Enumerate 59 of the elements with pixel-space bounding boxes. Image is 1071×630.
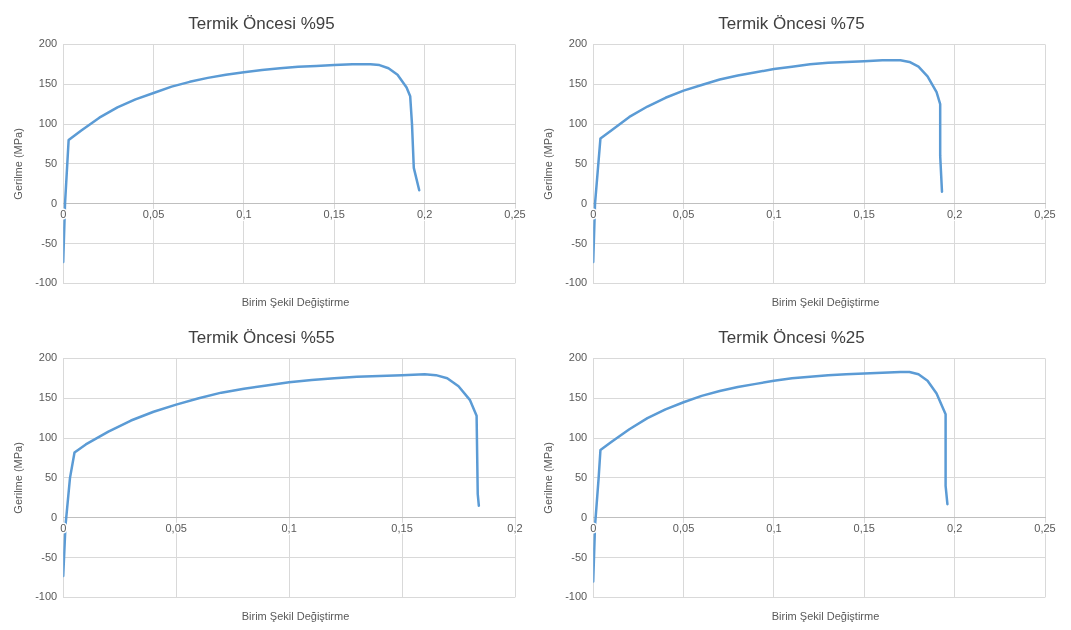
y-tick-label: 200 [38,37,58,50]
x-tick-label: 0,1 [766,208,782,221]
y-tick-label: 50 [574,156,588,169]
y-tick-label: -50 [571,236,588,249]
y-tick-label: 100 [38,117,58,130]
x-tick-label: 0,05 [672,522,695,535]
y-tick-label: 100 [38,431,58,444]
chart-title: Termik Öncesi %75 [718,13,865,33]
y-tick-label: 0 [51,196,58,209]
y-tick-label: 100 [568,117,588,130]
y-tick-label: -100 [565,276,588,289]
y-tick-label: 150 [38,77,58,90]
y-tick-label: 50 [44,470,58,483]
y-tick-label: 200 [38,351,58,364]
y-tick-label: -100 [565,590,588,603]
y-axis-title: Gerilme (MPa) [11,128,24,200]
chart-title: Termik Öncesi %95 [188,13,335,33]
y-tick-label: 150 [38,391,58,404]
x-axis-title: Birim Şekil Değiştirme [240,296,351,308]
y-tick-label: 150 [568,77,588,90]
x-axis-title: Birim Şekil Değiştirme [770,296,881,308]
x-tick-label: 0,15 [853,208,875,221]
y-axis-title: Gerilme (MPa) [541,442,554,514]
x-tick-label: 0,25 [1034,208,1056,221]
chart-title: Termik Öncesi %25 [718,327,865,347]
y-tick-label: -100 [35,590,58,603]
y-tick-label: 100 [568,431,588,444]
y-tick-label: -50 [571,550,588,563]
x-tick-label: 0,2 [416,208,433,221]
x-tick-label: 0,2 [507,522,523,535]
y-tick-label: 0 [581,510,588,523]
y-tick-label: -100 [35,276,58,289]
x-tick-label: 0,1 [766,522,782,535]
x-tick-label: 0,25 [504,208,526,221]
y-tick-label: 50 [574,470,588,483]
y-tick-label: 150 [568,391,588,404]
x-tick-label: 0,2 [946,522,963,535]
x-tick-label: 0,15 [323,208,345,221]
y-tick-label: 200 [568,37,588,50]
x-tick-label: 0,15 [853,522,875,535]
x-tick-label: 0,2 [946,208,963,221]
x-tick-label: 0,05 [142,208,165,221]
y-axis-title: Gerilme (MPa) [541,128,554,200]
y-tick-label: -50 [41,550,58,563]
y-tick-label: 0 [51,510,58,523]
y-axis-title: Gerilme (MPa) [11,442,24,514]
y-tick-label: 50 [44,156,58,169]
x-axis-title: Birim Şekil Değiştirme [240,610,351,622]
x-tick-label: 0,1 [281,522,297,535]
y-tick-label: -50 [41,236,58,249]
x-tick-label: 0,05 [165,522,187,535]
x-tick-label: 0,25 [1034,522,1056,535]
chart-title: Termik Öncesi %55 [188,327,335,347]
y-tick-label: 0 [581,196,588,209]
x-tick-label: 0,15 [391,522,413,535]
x-axis-title: Birim Şekil Değiştirme [770,610,881,622]
x-tick-label: 0,05 [672,208,695,221]
x-tick-label: 0,1 [236,208,252,221]
y-tick-label: 200 [568,351,588,364]
